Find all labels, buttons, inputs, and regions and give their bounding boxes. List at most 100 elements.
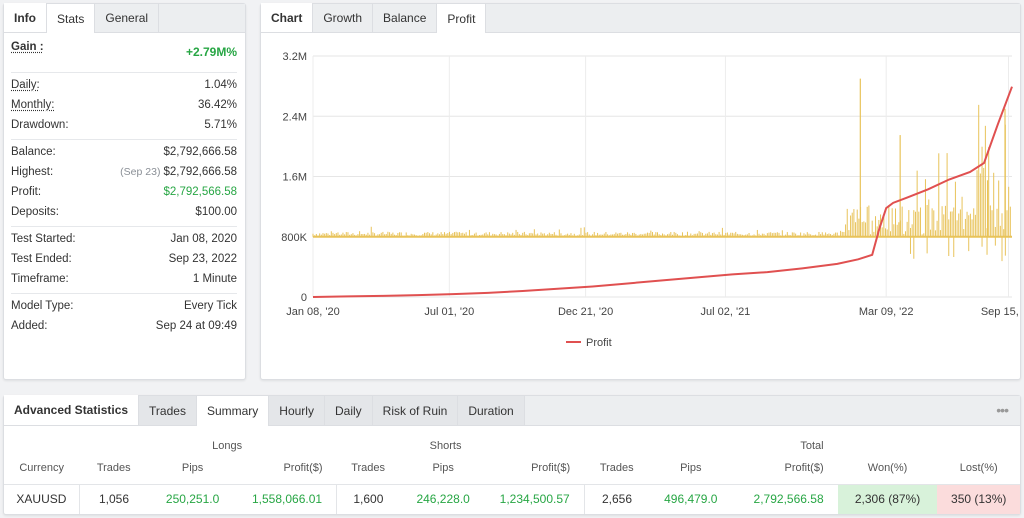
table-row: XAUUSD 1,056 250,251.0 1,558,066.01 1,60… <box>4 483 1020 514</box>
monthly-label[interactable]: Monthly: <box>11 99 55 111</box>
test-ended-row: Test Ended: Sep 23, 2022 <box>11 249 237 269</box>
timeframe-value: 1 Minute <box>192 273 237 285</box>
daily-row: Daily: 1.04% <box>11 75 237 95</box>
tab-info[interactable]: Info <box>4 3 47 32</box>
highest-date: (Sep 23) <box>120 166 161 178</box>
col-total-pips: Pips <box>680 461 702 474</box>
col-short-profit: Profit($) <box>531 461 571 474</box>
deposits-value: $100.00 <box>195 206 237 218</box>
col-long-profit: Profit($) <box>283 461 323 474</box>
tab-daily[interactable]: Daily <box>324 396 373 425</box>
highest-row: Highest: (Sep 23) $2,792,666.58 <box>11 162 237 182</box>
cell-total-pips: 496,479.0 <box>649 483 733 514</box>
balance-row: Balance: $2,792,666.58 <box>11 142 237 162</box>
profit-value: $2,792,566.58 <box>163 186 237 198</box>
money-group: Balance: $2,792,666.58 Highest: (Sep 23)… <box>11 140 237 227</box>
added-row: Added: Sep 24 at 09:49 <box>11 316 237 336</box>
test-started-label: Test Started: <box>11 233 76 245</box>
longs-header: Longs <box>212 440 243 452</box>
tab-summary[interactable]: Summary <box>196 396 270 426</box>
tab-hourly[interactable]: Hourly <box>269 396 325 425</box>
info-body: Gain : +2.79M% Daily: 1.04% Monthly: 36.… <box>4 33 245 340</box>
drawdown-label: Drawdown: <box>11 119 69 131</box>
balance-value: $2,792,666.58 <box>163 146 237 158</box>
deposits-label: Deposits: <box>11 206 59 218</box>
info-tabbar: Info Stats General <box>4 3 245 33</box>
test-group: Test Started: Jan 08, 2020 Test Ended: S… <box>11 227 237 294</box>
added-label: Added: <box>11 320 48 332</box>
tab-balance[interactable]: Balance <box>373 4 438 32</box>
col-total-profit: Profit($) <box>784 461 824 474</box>
profit-row: Profit: $2,792,566.58 <box>11 182 237 202</box>
col-currency: Currency <box>19 461 64 474</box>
x-tick-label: Jul 02, '21 <box>701 306 751 318</box>
legend-label: Profit <box>586 337 612 349</box>
col-short-pips: Pips <box>432 461 454 474</box>
cell-short-profit: 1,234,500.57 <box>486 483 585 514</box>
group-header-row: Longs Shorts Total <box>4 426 1020 452</box>
deposits-row: Deposits: $100.00 <box>11 202 237 222</box>
x-tick-label: Jul 01, '20 <box>424 306 474 318</box>
highest-value-wrap: (Sep 23) $2,792,666.58 <box>120 166 237 178</box>
model-type-value: Every Tick <box>183 300 237 312</box>
model-group: Model Type: Every Tick Added: Sep 24 at … <box>11 294 237 340</box>
test-ended-value: Sep 23, 2022 <box>168 253 237 265</box>
cell-long-pips: 250,251.0 <box>148 483 238 514</box>
added-value: Sep 24 at 09:49 <box>155 320 237 332</box>
cell-lost: 350 (13%) <box>937 483 1020 514</box>
column-header-row: Currency Trades Pips Profit($) Trades Pi… <box>4 452 1020 484</box>
col-long-trades: Trades <box>96 461 131 474</box>
col-long-pips: Pips <box>181 461 204 474</box>
tab-risk-of-ruin[interactable]: Risk of Ruin <box>372 396 459 425</box>
gain-value: +2.79M% <box>185 44 237 59</box>
advanced-statistics-panel: Advanced Statistics Trades Summary Hourl… <box>3 395 1021 515</box>
profit-chart[interactable]: 3.2M 2.4M 1.6M 800K 0 Jan 08, '20 Jul 01, '20 D… <box>261 34 1020 379</box>
cell-total-profit: 2,792,566.58 <box>732 483 838 514</box>
y-tick-label: 800K <box>281 232 307 244</box>
gain-label[interactable]: Gain : <box>11 41 44 53</box>
tab-duration[interactable]: Duration <box>458 396 525 425</box>
profit-label: Profit: <box>11 186 42 198</box>
col-won: Won(%) <box>867 461 908 474</box>
x-tick-label: Mar 09, '22 <box>859 306 914 318</box>
chart-panel: Chart Growth Balance Profit 3.2M 2.4M 1.6M… <box>260 3 1021 380</box>
tab-general[interactable]: General <box>95 4 160 32</box>
y-tick-label: 1.6M <box>283 172 307 184</box>
cell-currency: XAUUSD <box>4 483 80 514</box>
cell-short-pips: 246,228.0 <box>399 483 487 514</box>
gain-row: Gain : +2.79M% <box>11 35 237 68</box>
model-type-row: Model Type: Every Tick <box>11 296 237 316</box>
y-tick-label: 0 <box>301 292 307 304</box>
tab-stats[interactable]: Stats <box>47 4 96 33</box>
tab-chart[interactable]: Chart <box>261 3 314 32</box>
profit-line <box>312 86 1013 298</box>
daily-label[interactable]: Daily: <box>11 79 40 91</box>
cell-total-trades: 2,656 <box>584 483 650 514</box>
highest-label: Highest: <box>11 166 54 178</box>
col-short-trades: Trades <box>351 461 386 474</box>
highest-value: $2,792,666.58 <box>163 166 237 178</box>
cell-won: 2,306 (87%) <box>837 483 938 514</box>
shorts-header: Shorts <box>429 440 462 452</box>
drawdown-row: Drawdown: 5.71% <box>11 115 237 135</box>
monthly-value: 36.42% <box>197 99 237 111</box>
gain-group: Gain : +2.79M% <box>11 33 237 73</box>
tab-advanced-statistics: Advanced Statistics <box>4 395 140 425</box>
info-panel: Info Stats General Gain : +2.79M% Daily:… <box>3 3 246 380</box>
tab-trades[interactable]: Trades <box>139 396 197 425</box>
y-tick-label: 2.4M <box>283 111 307 123</box>
x-tick-label: Dec 21, '20 <box>558 306 613 318</box>
daily-value: 1.04% <box>204 79 237 91</box>
more-options-icon[interactable]: ••• <box>996 402 1009 418</box>
cell-short-trades: 1,600 <box>336 483 400 514</box>
monthly-row: Monthly: 36.42% <box>11 95 237 115</box>
advanced-tabbar: Advanced Statistics Trades Summary Hourl… <box>4 395 1020 426</box>
y-tick-label: 3.2M <box>283 51 307 63</box>
tab-growth[interactable]: Growth <box>313 4 374 32</box>
col-total-trades: Trades <box>599 461 634 474</box>
drawdown-value: 5.71% <box>204 119 237 131</box>
model-type-label: Model Type: <box>11 300 74 312</box>
balance-label: Balance: <box>11 146 56 158</box>
cell-long-trades: 1,056 <box>79 483 149 514</box>
tab-profit[interactable]: Profit <box>437 4 487 33</box>
